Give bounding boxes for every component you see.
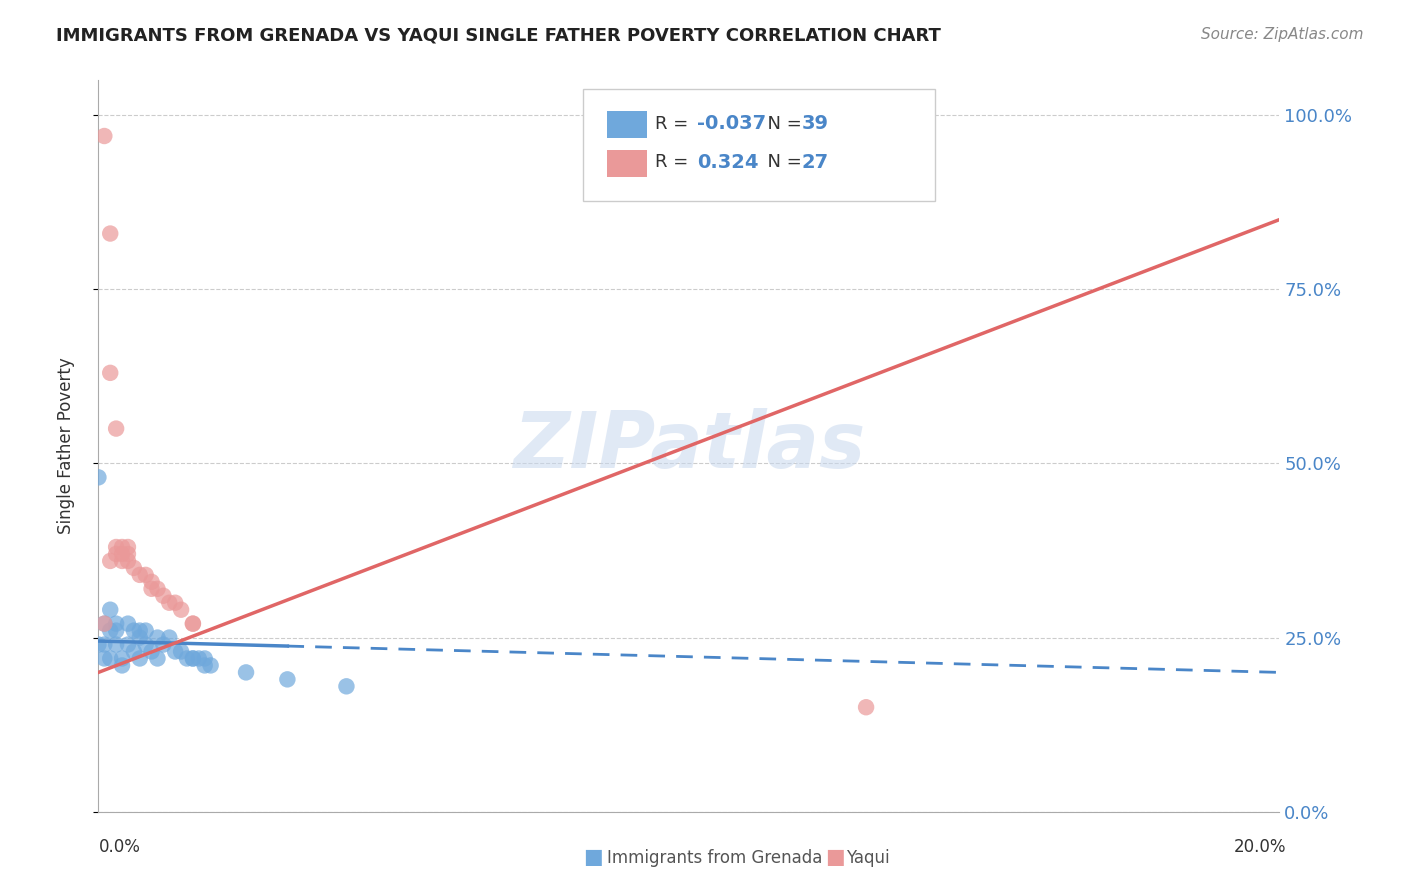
Y-axis label: Single Father Poverty: Single Father Poverty [56, 358, 75, 534]
Point [93, 616, 115, 631]
Point [93, 616, 115, 631]
Text: N =: N = [756, 115, 808, 133]
Point [135, 624, 157, 638]
Point [335, 679, 357, 693]
Point [135, 638, 157, 652]
Point [87, 638, 110, 652]
Point [128, 631, 150, 645]
Text: -0.037: -0.037 [697, 114, 766, 134]
Point [146, 582, 169, 596]
Point [122, 561, 145, 575]
Point [165, 644, 187, 658]
Point [141, 574, 163, 589]
Point [98, 227, 121, 241]
Point [111, 554, 134, 568]
Text: 0.324: 0.324 [697, 153, 759, 172]
Text: 20.0%: 20.0% [1234, 838, 1286, 855]
Point [98, 624, 121, 638]
Point [176, 651, 198, 665]
Point [181, 651, 204, 665]
Point [276, 673, 298, 687]
Point [141, 644, 163, 658]
Point [98, 366, 121, 380]
Point [135, 567, 157, 582]
Point [117, 638, 139, 652]
Point [194, 658, 217, 673]
Point [98, 603, 121, 617]
Point [111, 540, 134, 554]
Point [87, 470, 110, 484]
Text: 0.0%: 0.0% [98, 838, 141, 855]
Point [187, 651, 209, 665]
Point [105, 638, 128, 652]
Point [170, 644, 193, 658]
Point [235, 665, 257, 680]
Point [128, 624, 150, 638]
Point [111, 651, 134, 665]
Point [117, 547, 139, 561]
Point [141, 582, 163, 596]
Text: ZIPatlas: ZIPatlas [513, 408, 865, 484]
Point [165, 596, 187, 610]
Text: 27: 27 [801, 153, 828, 172]
Point [111, 547, 134, 561]
Text: Source: ZipAtlas.com: Source: ZipAtlas.com [1201, 27, 1364, 42]
Point [105, 624, 128, 638]
Text: 39: 39 [801, 114, 828, 134]
Point [170, 603, 193, 617]
Point [146, 631, 169, 645]
Point [122, 624, 145, 638]
Point [98, 651, 121, 665]
Point [117, 554, 139, 568]
Point [157, 631, 180, 645]
Text: IMMIGRANTS FROM GRENADA VS YAQUI SINGLE FATHER POVERTY CORRELATION CHART: IMMIGRANTS FROM GRENADA VS YAQUI SINGLE … [56, 27, 941, 45]
Point [111, 658, 134, 673]
Point [200, 658, 222, 673]
Point [128, 567, 150, 582]
Point [105, 616, 128, 631]
Point [194, 651, 217, 665]
Text: R =: R = [655, 153, 695, 171]
Text: Yaqui: Yaqui [846, 849, 890, 867]
Text: N =: N = [756, 153, 808, 171]
Point [157, 596, 180, 610]
Point [98, 554, 121, 568]
Point [181, 616, 204, 631]
Text: R =: R = [655, 115, 695, 133]
Point [855, 700, 877, 714]
Point [152, 638, 174, 652]
Text: ■: ■ [583, 847, 603, 867]
Text: ■: ■ [825, 847, 845, 867]
Point [93, 638, 115, 652]
Point [181, 651, 204, 665]
Point [105, 547, 128, 561]
Point [128, 651, 150, 665]
Text: Immigrants from Grenada: Immigrants from Grenada [607, 849, 823, 867]
Point [105, 540, 128, 554]
Point [181, 616, 204, 631]
Point [93, 651, 115, 665]
Point [122, 644, 145, 658]
Point [117, 616, 139, 631]
Point [152, 589, 174, 603]
Point [117, 540, 139, 554]
Point [146, 651, 169, 665]
Point [105, 421, 128, 435]
Point [93, 128, 115, 143]
